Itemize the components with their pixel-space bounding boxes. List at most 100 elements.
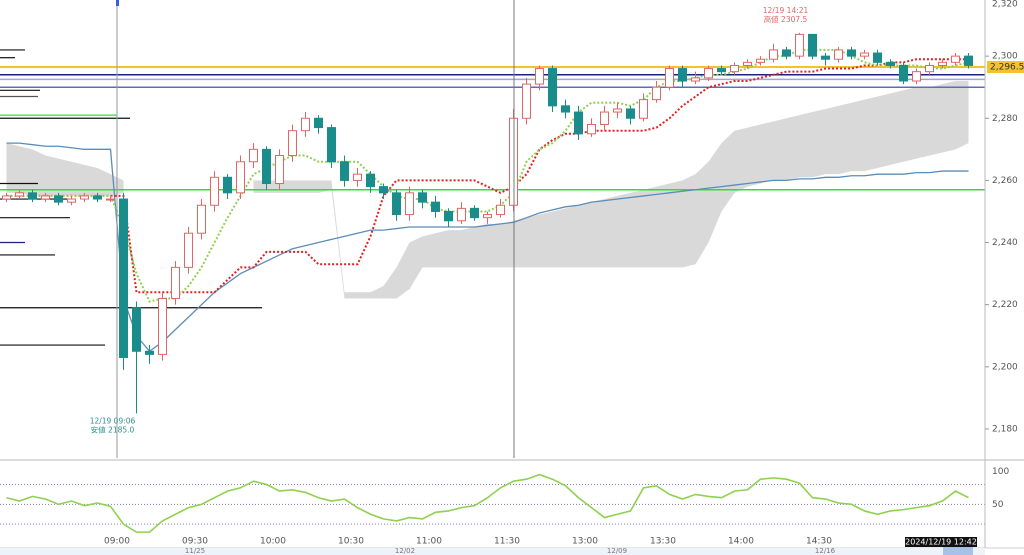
y-tick-label: 2,220	[992, 300, 1018, 310]
session-marker	[116, 0, 119, 6]
candle-body	[561, 105, 570, 113]
candle-body	[223, 176, 232, 194]
annotation: 12/19 14:21	[763, 6, 809, 15]
candle-body	[834, 49, 843, 60]
candle-body	[717, 68, 726, 73]
candle-body	[769, 49, 778, 60]
candle-body	[821, 55, 830, 60]
price-tag	[987, 61, 1024, 74]
y-tick-label: 2,280	[992, 114, 1018, 124]
x-tick-label: 10:30	[338, 537, 364, 547]
x-tick-label: 09:30	[182, 537, 208, 547]
cloud	[253, 80, 969, 299]
candle-body	[574, 111, 583, 135]
candle-body	[808, 33, 817, 57]
annotation: 高値 2307.5	[764, 14, 808, 24]
candle-body	[522, 83, 531, 119]
candle-body	[782, 49, 791, 57]
candle-body	[444, 210, 453, 222]
candle-body	[249, 148, 258, 163]
candle-body	[405, 192, 414, 216]
candle-body	[80, 195, 89, 200]
candle-body	[600, 111, 609, 125]
candle-body	[132, 307, 141, 352]
candle-body	[353, 173, 362, 181]
candle-body	[262, 148, 271, 185]
cloud	[6, 143, 124, 196]
y-tick-label: 2,320	[992, 0, 1018, 10]
candle-body	[704, 68, 713, 79]
line	[6, 58, 969, 294]
candle-body	[483, 214, 492, 219]
price-tag-label: 2,296.5	[990, 63, 1024, 73]
candle-body	[2, 195, 11, 200]
candle-body	[548, 68, 557, 107]
candle-body	[964, 55, 973, 66]
rsi-tick-label: 50	[992, 500, 1004, 510]
candle-body	[431, 201, 440, 212]
timestamp: 2024/12/19 12:42	[905, 538, 977, 547]
x-tick-label: 14:00	[728, 537, 754, 547]
candle-body	[145, 350, 154, 355]
candle-body	[41, 195, 50, 200]
candle-body	[535, 68, 544, 85]
candle-body	[652, 86, 661, 101]
candle-body	[392, 192, 401, 216]
candle-body	[743, 61, 752, 66]
candle-body	[938, 61, 947, 66]
candle-body	[15, 192, 24, 197]
candle-body	[119, 198, 128, 358]
overlay: 2,180 2,200 2,220 2,240 2,260 2,280 2,300 2,320…	[90, 0, 1024, 555]
candle-body	[899, 64, 908, 82]
x-tick-label: 13:00	[572, 537, 598, 547]
candle-body	[795, 33, 804, 57]
navigator-window[interactable]	[943, 544, 973, 555]
candle-body	[418, 192, 427, 203]
navigator-label: 12/02	[395, 547, 415, 555]
candle-body	[756, 58, 765, 63]
candle-body	[470, 207, 479, 219]
candle-body	[626, 108, 635, 119]
candle-body	[496, 204, 505, 216]
y-tick-label: 2,180	[992, 424, 1018, 434]
candle-body	[67, 198, 76, 203]
candle-body	[106, 198, 115, 201]
candle-body	[314, 117, 323, 129]
candle-body	[301, 117, 310, 132]
candle-body	[288, 130, 297, 157]
x-tick-label: 11:00	[416, 537, 442, 547]
candle-body	[639, 99, 648, 119]
candle-body	[665, 68, 674, 88]
candle-body	[886, 61, 895, 66]
x-tick-label: 10:00	[260, 537, 286, 547]
candle-body	[275, 155, 284, 185]
x-tick-label: 13:30	[650, 537, 676, 547]
candle-body	[210, 176, 219, 206]
candle-body	[158, 297, 167, 355]
candle-body	[28, 192, 37, 200]
candle-body	[236, 161, 245, 194]
candle-body	[340, 161, 349, 181]
candle-body	[171, 266, 180, 299]
candle-body	[912, 71, 921, 82]
rsi-panel	[0, 473, 985, 533]
candle-body	[93, 195, 102, 200]
candle-body	[457, 207, 466, 222]
price-panel	[0, 32, 985, 414]
candle-body	[925, 64, 934, 73]
x-tick-label: 14:30	[806, 537, 832, 547]
candle-body	[847, 49, 856, 57]
navigator-label: 11/25	[185, 547, 205, 555]
candle-body	[951, 55, 960, 63]
x-tick-label: 11:30	[494, 537, 520, 547]
candle-body	[184, 232, 193, 268]
rsi-tick-label: 100	[992, 467, 1009, 477]
candle-body	[366, 173, 375, 188]
navigator	[0, 548, 985, 555]
y-tick-label: 2,200	[992, 362, 1018, 372]
candle-body	[730, 64, 739, 73]
candle-body	[613, 108, 622, 113]
candle-body	[873, 52, 882, 63]
